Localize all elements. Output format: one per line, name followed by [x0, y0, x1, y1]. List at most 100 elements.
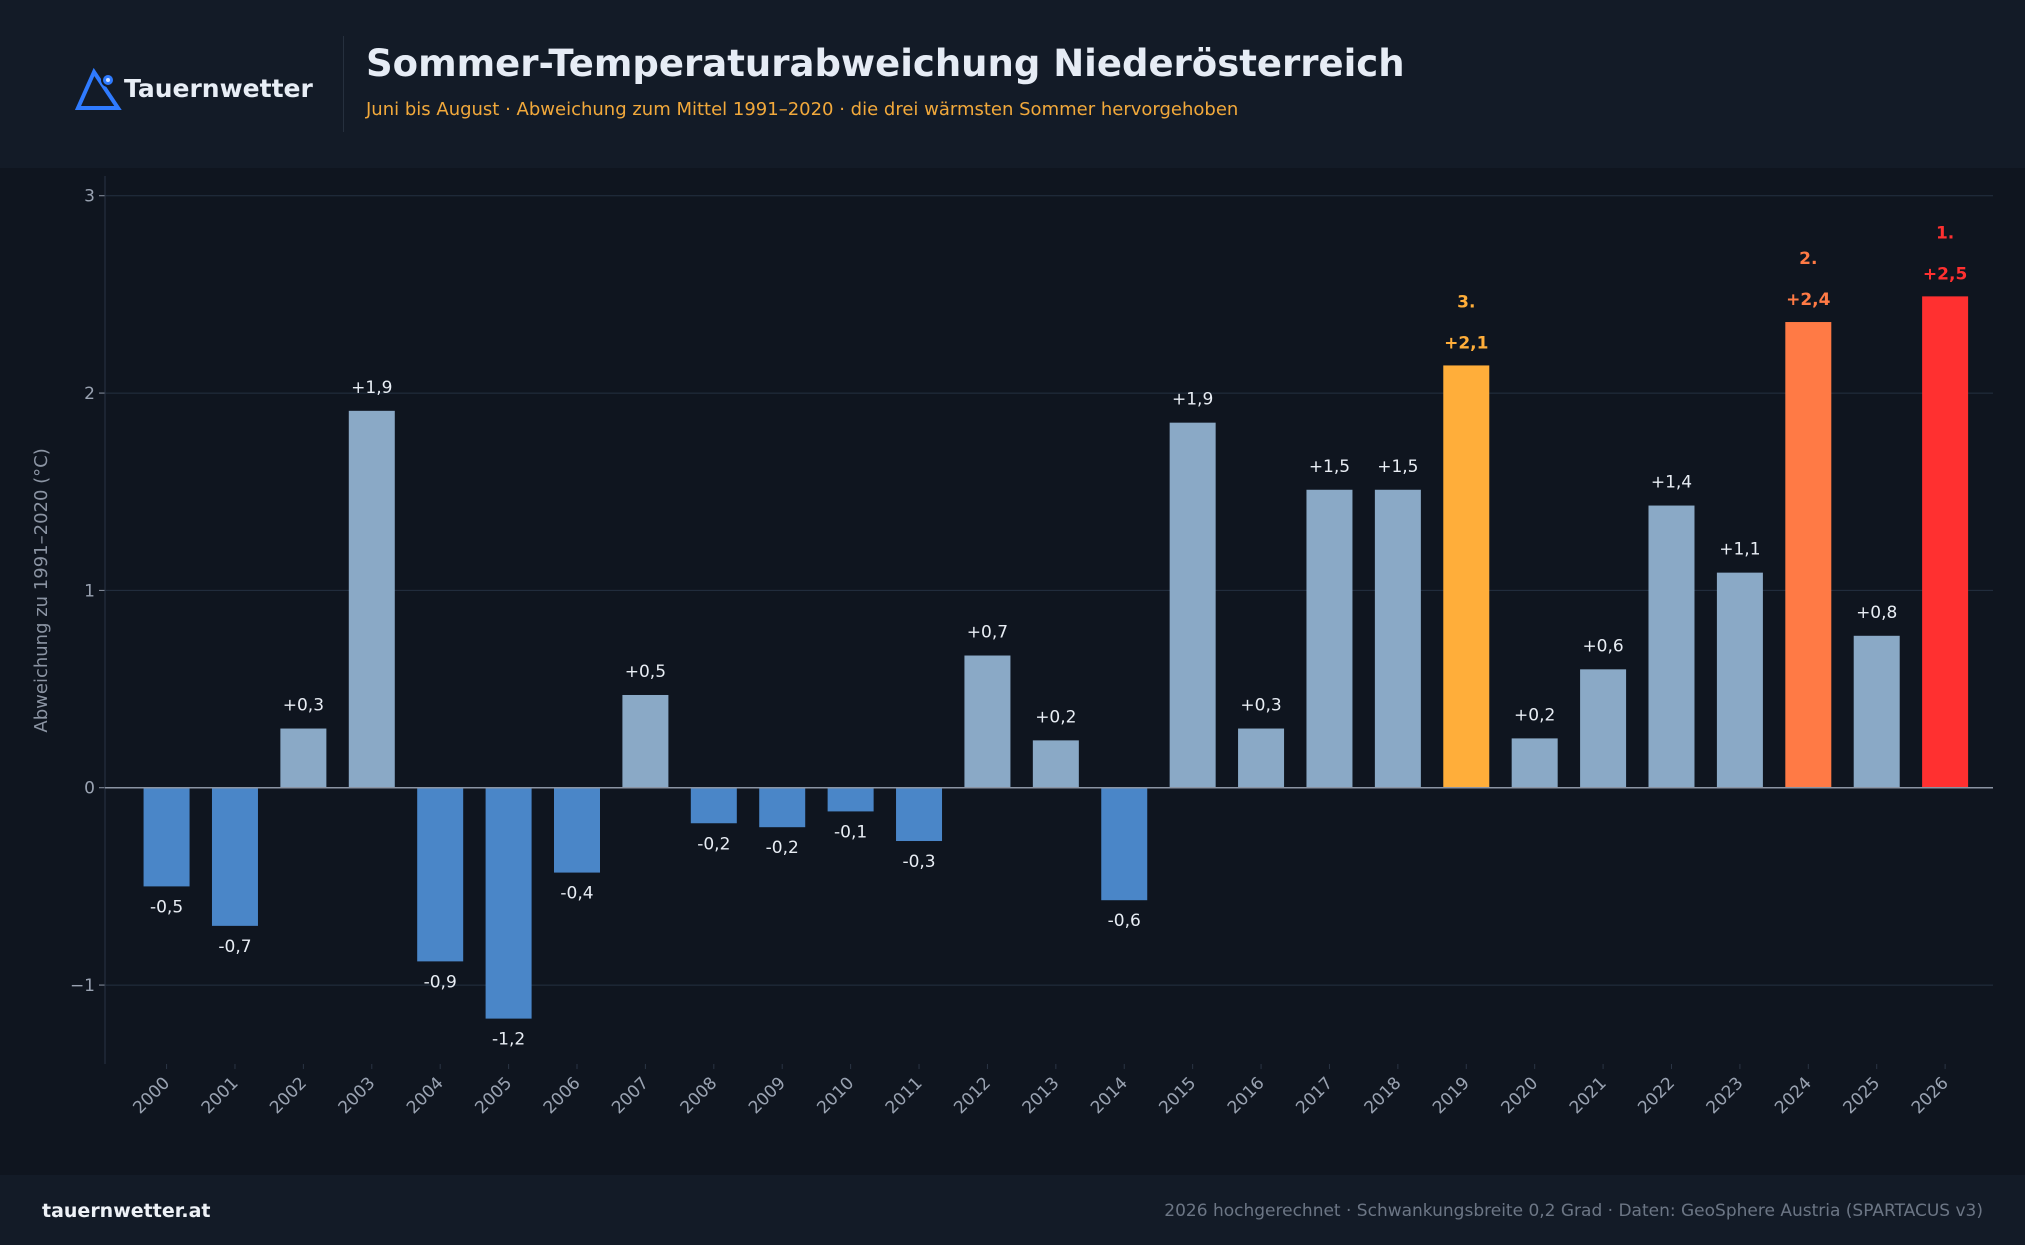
y-tick-label: 2 [84, 384, 95, 404]
x-tick-label-2020: 2020 [1497, 1073, 1542, 1118]
value-label-2006: -0,4 [560, 884, 593, 904]
x-tick-label-2007: 2007 [608, 1073, 653, 1118]
bar-2001 [211, 787, 258, 926]
x-tick-label-2002: 2002 [266, 1073, 311, 1118]
header: Tauernwetter Sommer-Temperaturabweichung… [0, 0, 2025, 168]
value-label-2022: +1,4 [1651, 473, 1692, 493]
x-tick-label-2006: 2006 [540, 1073, 585, 1118]
x-tick-label-2016: 2016 [1224, 1073, 1269, 1118]
x-tick-label-2026: 2026 [1908, 1073, 1953, 1118]
bar-2002 [280, 728, 327, 788]
bar-2017 [1306, 489, 1353, 788]
y-tick-label: 0 [84, 779, 95, 799]
value-label-2004: -0,9 [424, 972, 457, 992]
value-label-2016: +0,3 [1240, 696, 1281, 716]
value-label-2024: +2,4 [1786, 290, 1831, 310]
bar-2007 [622, 694, 669, 788]
bar-2000 [143, 787, 190, 887]
value-label-2011: -0,3 [902, 852, 935, 872]
value-label-2017: +1,5 [1309, 457, 1350, 477]
bar-2006 [554, 787, 600, 873]
y-axis-label: Abweichung zu 1991–2020 (°C) [31, 448, 52, 732]
bar-2016 [1238, 728, 1285, 788]
value-label-2018: +1,5 [1377, 457, 1418, 477]
value-label-2012: +0,7 [967, 623, 1008, 643]
bar-2003 [348, 410, 395, 788]
value-label-2001: -0,7 [218, 937, 251, 957]
bar-2004 [417, 787, 464, 962]
bar-chart: −1 0 1 2 3 Abweichung zu 1991–2020 (°C) -0,5 20… [31, 176, 1993, 1118]
x-tick-label-2025: 2025 [1840, 1073, 1885, 1118]
value-label-2008: -0,2 [697, 834, 730, 854]
bar-2026 [1922, 296, 1969, 788]
x-tick-label-2010: 2010 [813, 1073, 858, 1118]
value-label-2026: +2,5 [1923, 264, 1967, 284]
rank-label-2024: 2. [1799, 249, 1817, 269]
brand-name: Tauernwetter [124, 74, 313, 103]
value-label-2023: +1,1 [1719, 540, 1760, 560]
x-tick-label-2012: 2012 [950, 1073, 995, 1118]
bar-2015 [1169, 422, 1216, 788]
value-label-2005: -1,2 [492, 1030, 525, 1050]
value-label-2021: +0,6 [1582, 636, 1623, 656]
value-label-2003: +1,9 [351, 378, 392, 398]
x-tick-label-2023: 2023 [1703, 1073, 1748, 1118]
chart-subtitle: Juni bis August · Abweichung zum Mittel … [366, 99, 1239, 120]
value-label-2002: +0,3 [283, 696, 324, 716]
x-tick-label-2015: 2015 [1155, 1073, 1200, 1118]
value-label-2019: +2,1 [1444, 333, 1488, 353]
x-tick-label-2019: 2019 [1429, 1073, 1474, 1118]
y-tick-label: 3 [84, 187, 95, 207]
value-label-2000: -0,5 [150, 897, 183, 917]
bar-2014 [1101, 787, 1148, 901]
rank-label-2026: 1. [1936, 223, 1954, 243]
rank-label-2019: 3. [1457, 292, 1475, 312]
y-tick-label: 1 [84, 581, 95, 601]
footer: tauernwetter.at 2026 hochgerechnet · Sch… [0, 1175, 2025, 1245]
chart-title: Sommer-Temperaturabweichung Niederösterr… [366, 42, 1405, 85]
bar-2018 [1374, 489, 1421, 788]
header-divider [343, 36, 344, 132]
x-tick-label-2024: 2024 [1771, 1073, 1816, 1118]
bar-2005 [485, 787, 532, 1019]
data-credit: 2026 hochgerechnet · Schwankungsbreite 0… [1164, 1201, 1983, 1221]
bar-2024 [1785, 322, 1832, 788]
x-tick-label-2021: 2021 [1566, 1073, 1611, 1118]
value-label-2014: -0,6 [1108, 911, 1141, 931]
tauernwetter-logo-icon [74, 68, 122, 110]
x-tick-label-2011: 2011 [882, 1073, 927, 1118]
x-tick-label-2022: 2022 [1634, 1073, 1679, 1118]
bar-2008 [690, 787, 737, 824]
x-tick-label-2008: 2008 [677, 1073, 722, 1118]
value-label-2025: +0,8 [1856, 603, 1897, 623]
bar-2020 [1511, 738, 1558, 788]
chart-area: −1 0 1 2 3 Abweichung zu 1991–2020 (°C) -0,5 20… [0, 168, 2025, 1175]
x-tick-label-2018: 2018 [1361, 1073, 1406, 1118]
site-url[interactable]: tauernwetter.at [42, 1200, 211, 1222]
x-tick-label-2005: 2005 [471, 1073, 516, 1118]
x-tick-label-2014: 2014 [1087, 1073, 1132, 1118]
bar-2009 [759, 787, 806, 828]
y-tick-label: −1 [70, 976, 95, 996]
bar-2011 [896, 787, 943, 842]
value-label-2013: +0,2 [1035, 707, 1076, 727]
bar-2019 [1443, 365, 1490, 788]
x-tick-label-2009: 2009 [745, 1073, 790, 1118]
x-tick-label-2000: 2000 [129, 1073, 174, 1118]
value-label-2010: -0,1 [834, 822, 867, 842]
bar-2021 [1580, 669, 1627, 788]
x-tick-label-2003: 2003 [335, 1073, 380, 1118]
bar-2012 [964, 655, 1011, 788]
bar-2023 [1716, 572, 1763, 788]
value-label-2007: +0,5 [625, 662, 666, 682]
value-label-2009: -0,2 [766, 838, 799, 858]
x-tick-label-2013: 2013 [1019, 1073, 1064, 1118]
x-tick-label-2001: 2001 [198, 1073, 243, 1118]
x-tick-label-2017: 2017 [1292, 1073, 1337, 1118]
x-tick-label-2004: 2004 [403, 1073, 448, 1118]
value-label-2015: +1,9 [1172, 390, 1213, 410]
bar-2013 [1032, 740, 1079, 788]
value-label-2020: +0,2 [1514, 705, 1555, 725]
bar-2025 [1853, 635, 1900, 788]
bar-2022 [1648, 505, 1695, 788]
